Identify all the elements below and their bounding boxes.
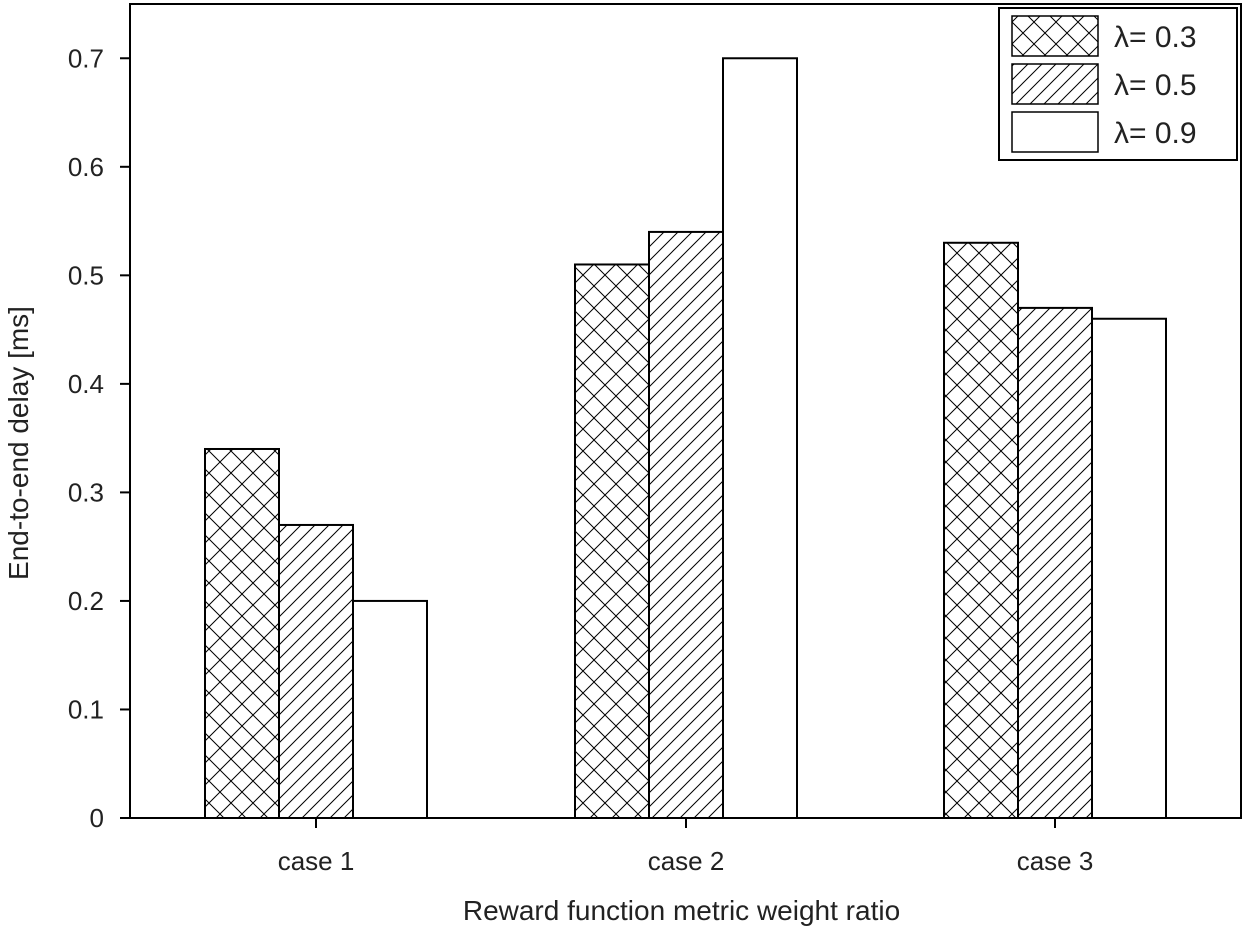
bar-2-3 <box>1017 306 1093 819</box>
y-tick-label: 0.7 <box>68 43 104 73</box>
bars <box>204 57 1167 820</box>
legend-label: λ= 0.9 <box>1114 117 1197 150</box>
y-tick-label: 0.1 <box>68 694 104 724</box>
bar-1-2 <box>574 263 650 820</box>
x-axis: case 1 case 2 case 3 <box>278 818 1094 876</box>
bar-1-1 <box>204 447 280 819</box>
legend: λ= 0.3 λ= 0.5 λ= 0.9 <box>998 7 1238 161</box>
x-tick-label: case 2 <box>648 846 725 876</box>
bar-3-1 <box>352 599 428 820</box>
y-tick-label: 0 <box>90 803 104 833</box>
y-axis-title: End-to-end delay [ms] <box>3 306 34 580</box>
bar-3-3 <box>1091 317 1167 819</box>
legend-swatch <box>1011 15 1099 57</box>
y-tick-label: 0.4 <box>68 369 104 399</box>
y-tick-label: 0.2 <box>68 586 104 616</box>
y-axis: 0 0.1 0.2 0.3 0.4 0.5 0.6 0.7 <box>68 43 130 833</box>
y-tick-label: 0.6 <box>68 152 104 182</box>
legend-swatch <box>1011 111 1099 153</box>
legend-label: λ= 0.3 <box>1114 21 1197 54</box>
bar-2-2 <box>648 230 724 820</box>
x-tick-label: case 1 <box>278 846 355 876</box>
bar-1-3 <box>943 241 1019 820</box>
x-tick-label: case 3 <box>1017 846 1094 876</box>
legend-swatch <box>1011 63 1099 105</box>
bar-3-2 <box>722 57 798 820</box>
y-tick-label: 0.3 <box>68 477 104 507</box>
x-axis-title: Reward function metric weight ratio <box>463 895 900 926</box>
y-tick-label: 0.5 <box>68 260 104 290</box>
legend-label: λ= 0.5 <box>1114 69 1197 102</box>
bar-2-1 <box>278 523 354 820</box>
